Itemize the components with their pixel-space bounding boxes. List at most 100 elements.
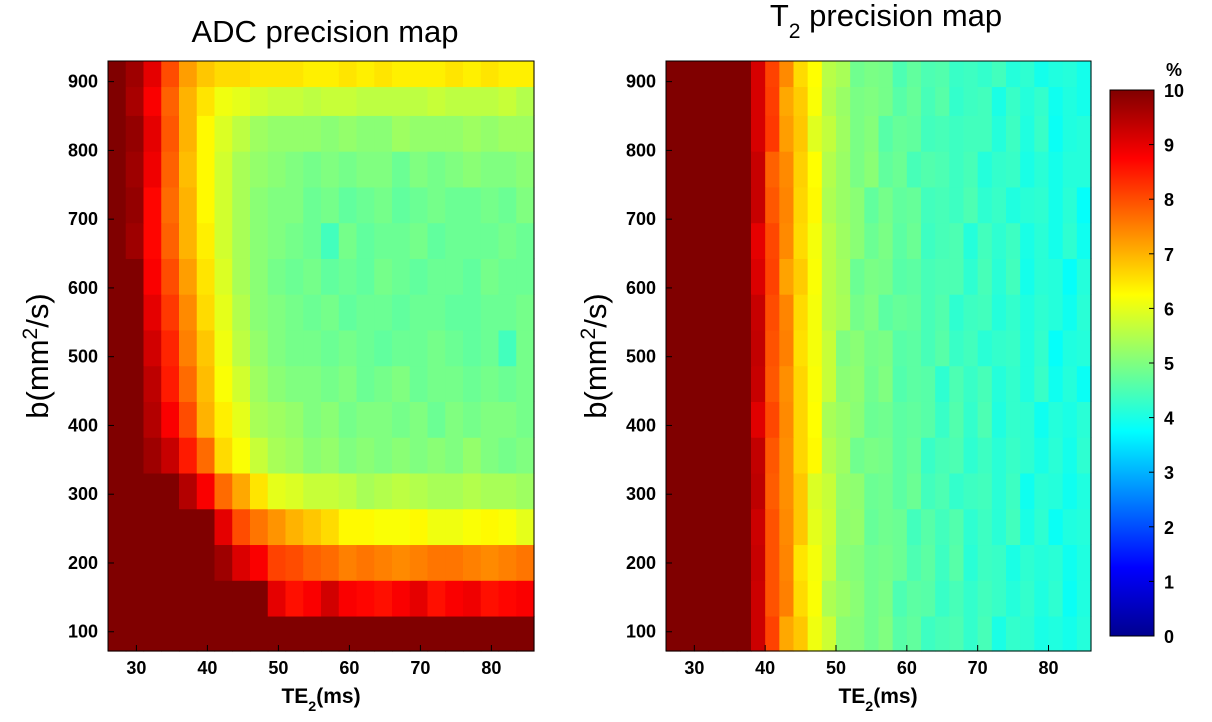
heatmap-cell <box>1062 437 1078 474</box>
heatmap-cell <box>751 437 766 474</box>
heatmap-cell <box>392 222 411 259</box>
heatmap-cell <box>935 186 950 224</box>
heatmap-cell <box>250 544 269 581</box>
heatmap-cell <box>736 508 752 546</box>
heatmap-cell <box>108 544 127 581</box>
heatmap-cell <box>108 258 127 295</box>
heatmap-cell <box>196 615 216 652</box>
heatmap-cell <box>161 472 180 510</box>
heatmap-cell <box>498 365 517 402</box>
heatmap-cell <box>303 544 322 581</box>
heatmap-cell <box>1048 437 1064 474</box>
heatmap-cell <box>736 329 752 367</box>
heatmap-cell <box>878 61 894 88</box>
heatmap-cell <box>694 86 710 116</box>
heatmap-cell <box>1020 186 1035 224</box>
heatmap-cell <box>125 437 145 474</box>
heatmap-cell <box>708 258 724 295</box>
heatmap-cell <box>374 508 393 546</box>
x-tick-label: 60 <box>897 658 917 678</box>
heatmap-cell <box>850 580 865 617</box>
heatmap-cell <box>850 508 865 546</box>
heatmap-cell <box>143 544 162 581</box>
heatmap-cell <box>949 151 965 188</box>
heatmap-cell <box>765 329 780 367</box>
heatmap-cell <box>409 115 429 152</box>
heatmap-cell <box>480 508 500 546</box>
heatmap-cell <box>480 115 500 152</box>
heatmap-cell <box>878 222 894 259</box>
x-tick-label: 30 <box>126 658 146 678</box>
heatmap-cell <box>977 258 993 295</box>
heatmap-cell <box>374 222 393 259</box>
heatmap-cell <box>1062 508 1078 546</box>
heatmap-cell <box>392 580 411 617</box>
heatmap-cell <box>977 151 993 188</box>
heatmap-cell <box>666 151 681 188</box>
heatmap-cell <box>179 294 198 331</box>
heatmap-cell <box>892 401 908 438</box>
heatmap-cell <box>303 472 322 510</box>
heatmap-cell <box>807 508 823 546</box>
heatmap-cell <box>666 437 681 474</box>
heatmap-cell <box>1062 365 1078 402</box>
heatmap-cell <box>214 61 233 88</box>
heatmap-cell <box>921 329 936 367</box>
heatmap-cell <box>708 294 724 331</box>
heatmap-cell <box>1006 294 1021 331</box>
heatmap-cell <box>1048 61 1064 88</box>
heatmap-cell <box>694 61 710 88</box>
heatmap-cell <box>516 437 535 474</box>
heatmap-cell <box>108 186 127 224</box>
heatmap-cell <box>445 401 464 438</box>
heatmap-cell <box>680 222 695 259</box>
heatmap-cell <box>161 294 180 331</box>
heatmap-cell <box>356 365 375 402</box>
y-tick-label: 300 <box>626 484 656 504</box>
heatmap-cell <box>179 258 198 295</box>
heatmap-cell <box>196 186 216 224</box>
heatmap-cell <box>1062 580 1078 617</box>
heatmap-cell <box>793 258 809 295</box>
heatmap-cell <box>1034 580 1050 617</box>
heatmap-cell <box>445 329 464 367</box>
heatmap-cell <box>1006 186 1021 224</box>
heatmap-cell <box>836 115 851 152</box>
heatmap-cell <box>338 186 358 224</box>
y-tick-label: 100 <box>68 622 98 642</box>
heatmap-cell <box>250 401 269 438</box>
heatmap-cell <box>694 294 710 331</box>
heatmap-cell <box>722 615 738 652</box>
heatmap-cell <box>374 186 393 224</box>
t2-x-axis-label: TE2(ms) <box>838 685 917 715</box>
heatmap-cell <box>779 115 795 152</box>
x-tick-label: 80 <box>1038 658 1058 678</box>
heatmap-cell <box>949 401 965 438</box>
heatmap-cell <box>1006 115 1021 152</box>
heatmap-cell <box>1020 151 1035 188</box>
heatmap-cell <box>921 61 936 88</box>
y-tick-label: 500 <box>626 347 656 367</box>
heatmap-cell <box>821 258 837 295</box>
heatmap-cell <box>722 258 738 295</box>
heatmap-cell <box>321 580 340 617</box>
heatmap-cell <box>977 615 993 652</box>
heatmap-cell <box>1076 544 1092 581</box>
heatmap-cell <box>1020 437 1035 474</box>
heatmap-cell <box>807 222 823 259</box>
heatmap-cell <box>338 258 358 295</box>
heatmap-cell <box>1006 508 1021 546</box>
heatmap-cell <box>1034 222 1050 259</box>
heatmap-cell <box>267 115 287 152</box>
heatmap-cell <box>850 115 865 152</box>
heatmap-cell <box>321 329 340 367</box>
heatmap-cell <box>906 258 922 295</box>
heatmap-cell <box>963 401 979 438</box>
heatmap-cell <box>409 86 429 116</box>
heatmap-cell <box>680 329 695 367</box>
heatmap-cell <box>196 365 216 402</box>
heatmap-cell <box>338 615 358 652</box>
heatmap-cell <box>338 365 358 402</box>
heatmap-cell <box>445 151 464 188</box>
heatmap-cell <box>793 186 809 224</box>
